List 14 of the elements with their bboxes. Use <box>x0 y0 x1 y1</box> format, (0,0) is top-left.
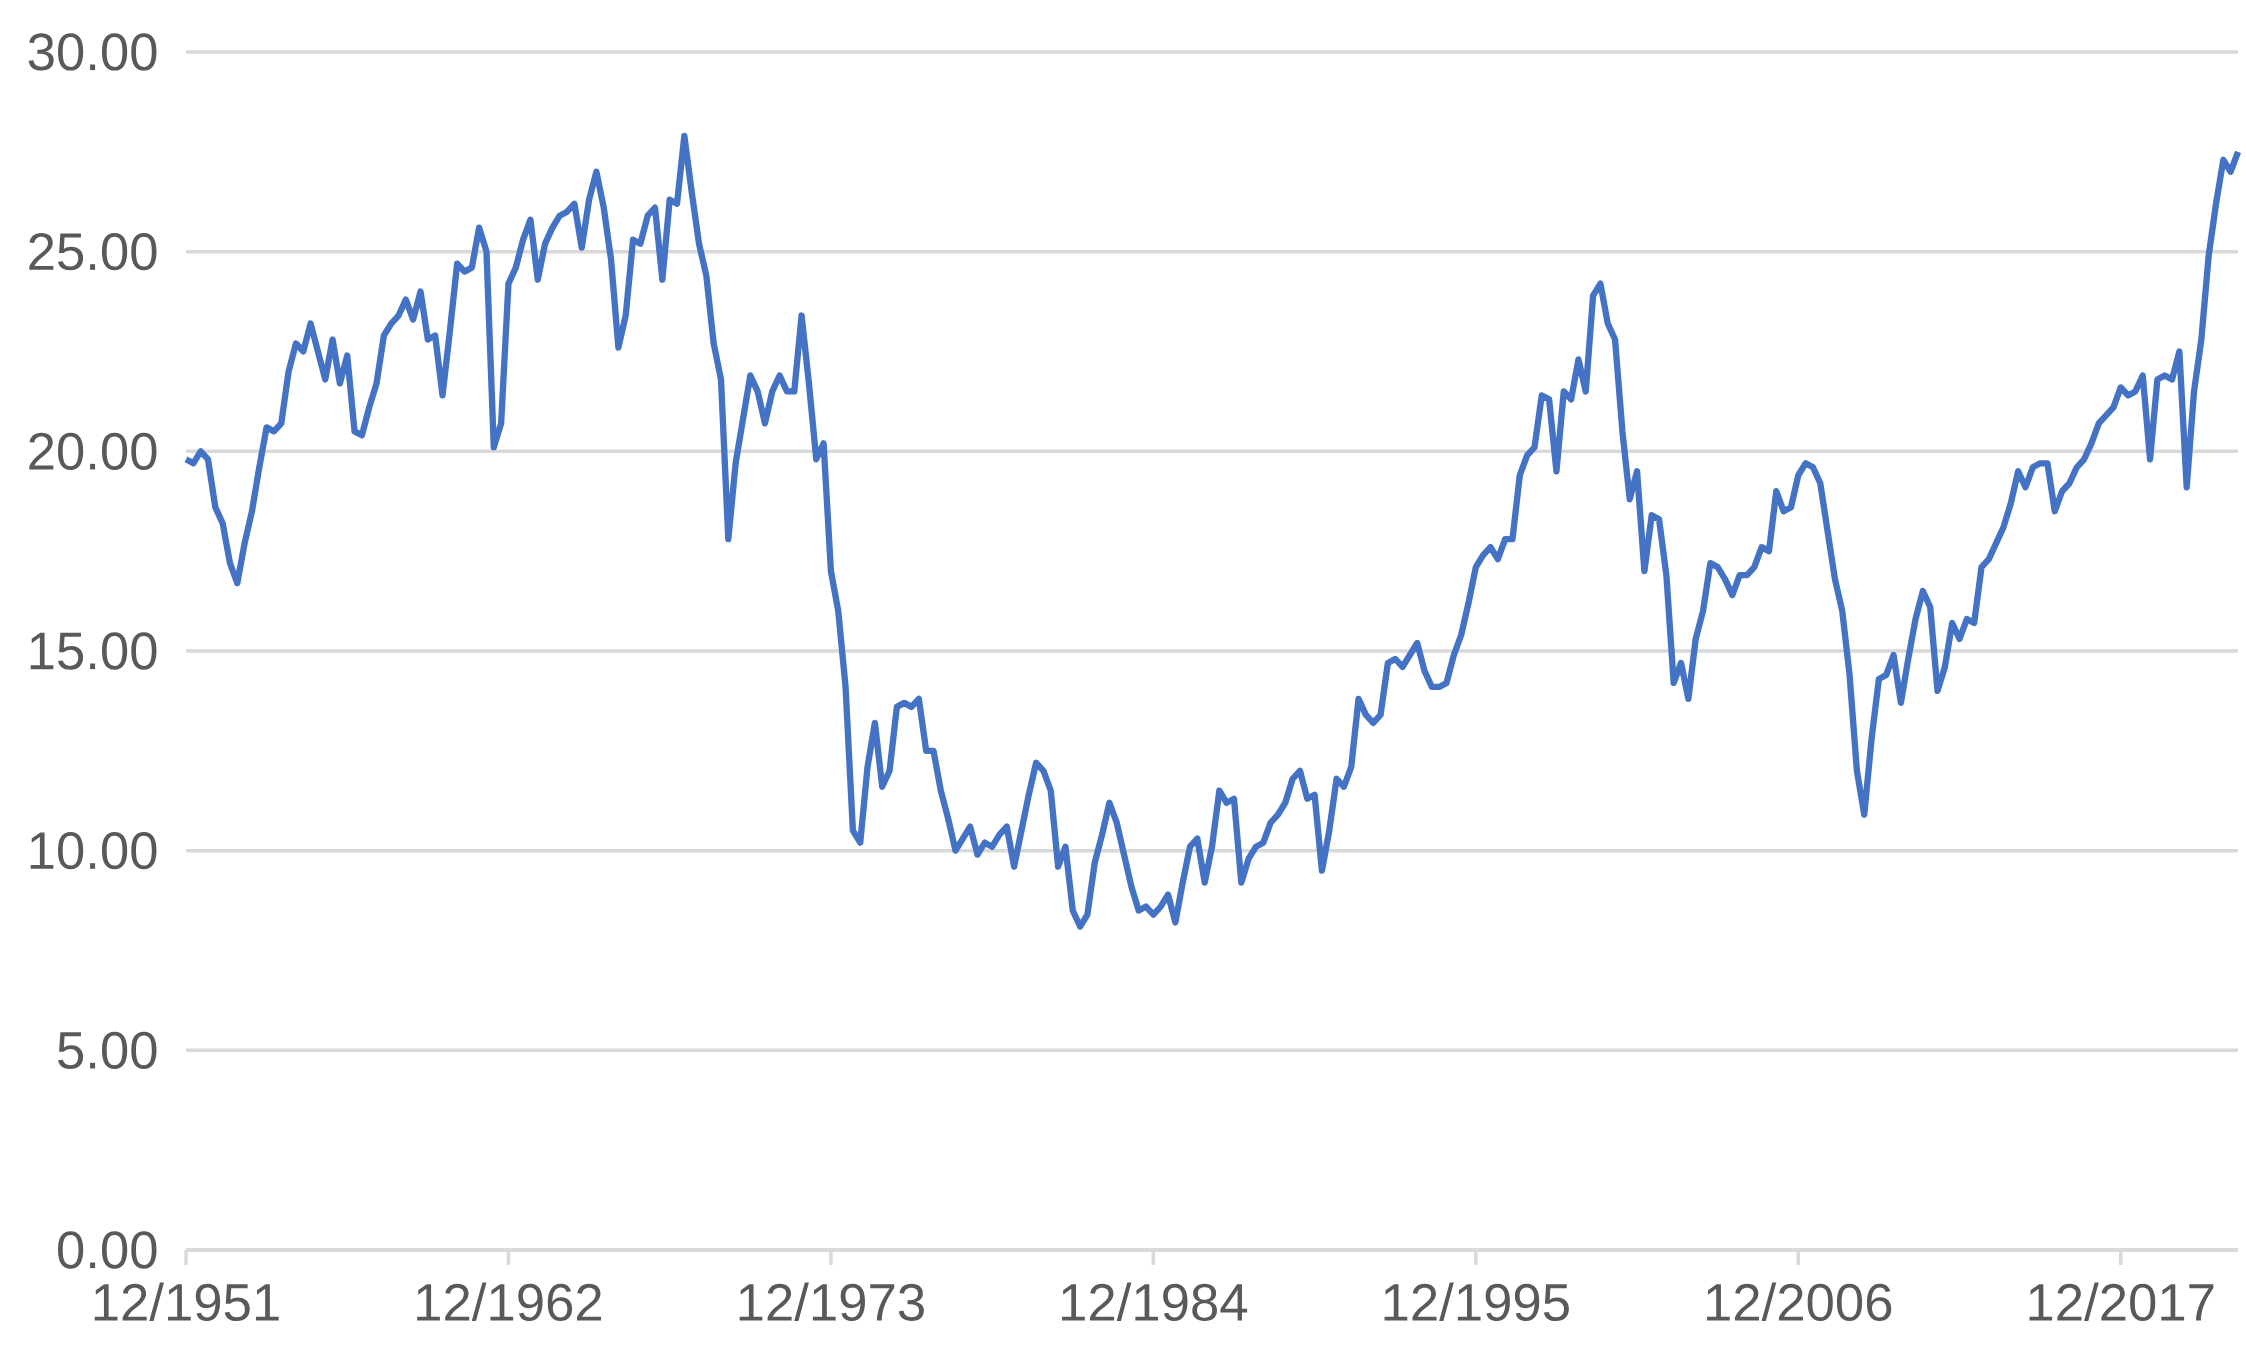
y-tick-label: 0.00 <box>58 1231 157 1269</box>
y-tick-label: 5.00 <box>58 1031 157 1069</box>
x-tick-label: 12/1973 <box>739 1282 924 1322</box>
x-tick-label: 12/1962 <box>417 1282 602 1322</box>
x-tick-label: 12/1951 <box>94 1282 279 1322</box>
y-tick-label: 20.00 <box>29 432 157 470</box>
y-tick-label: 25.00 <box>29 232 157 271</box>
x-tick-label: 12/1995 <box>1384 1282 1569 1322</box>
y-tick-label: 10.00 <box>30 831 157 870</box>
y-tick-label: 15.00 <box>30 632 157 670</box>
x-tick-label: 12/2006 <box>1707 1282 1892 1322</box>
x-tick-label: 12/1984 <box>1062 1282 1248 1322</box>
x-tick-label: 12/2017 <box>2029 1282 2214 1322</box>
y-tick-label: 30.00 <box>28 33 157 71</box>
